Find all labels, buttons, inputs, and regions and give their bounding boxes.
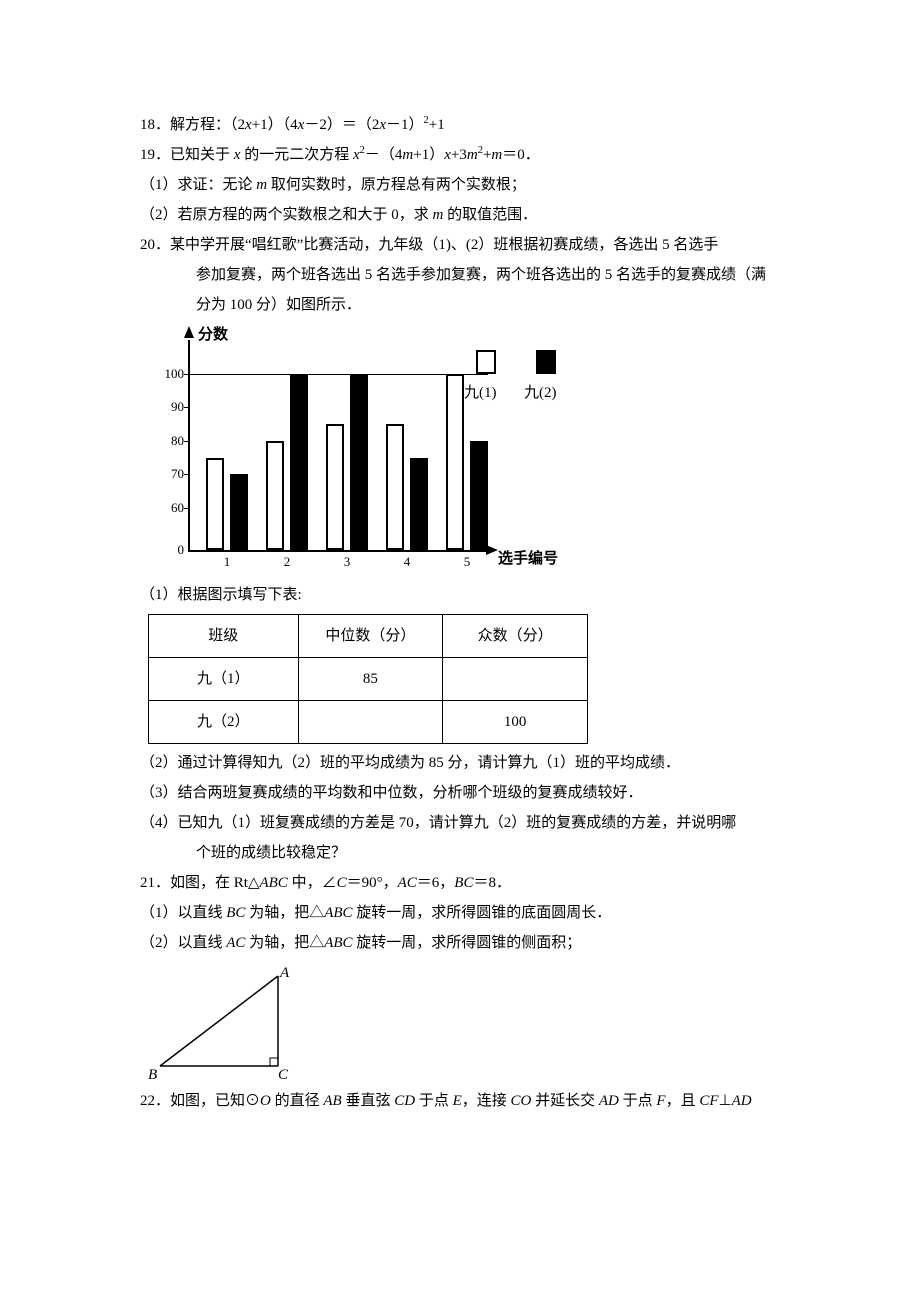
y-tick xyxy=(184,407,188,408)
question-22: 22．如图，已知⊙O 的直径 AB 垂直弦 CD 于点 E，连接 CO 并延长交… xyxy=(140,1086,780,1116)
q22-number: 22． xyxy=(140,1093,170,1109)
y-tick-label: 0 xyxy=(148,543,184,556)
question-18: 18．解方程：（2x+1）（4x－2）＝（2x－1）2+1 xyxy=(140,110,780,140)
y-tick xyxy=(184,441,188,442)
y-gridline xyxy=(188,374,488,375)
q18-number: 18． xyxy=(140,117,170,133)
q20-cont1: 参加复赛，两个班各选出 5 名选手参加复赛，两个班各选出的 5 名选手的复赛成绩… xyxy=(140,260,780,290)
q20-part1: （1）根据图示填写下表: xyxy=(140,580,780,610)
q20-part4b: 个班的成绩比较稳定？ xyxy=(140,838,780,868)
legend-swatch-class2 xyxy=(536,350,556,374)
cell: 九（1） xyxy=(149,658,299,701)
table-row: 九（1） 85 xyxy=(149,658,588,701)
legend-label-class2: 九(2) xyxy=(524,378,557,408)
bar xyxy=(266,441,284,550)
cell xyxy=(298,701,443,744)
x-axis-title: 选手编号 xyxy=(498,544,558,574)
q19-part2: （2）若原方程的两个实数根之和大于 0，求 m 的取值范围． xyxy=(140,200,780,230)
col-median: 中位数（分） xyxy=(298,615,443,658)
y-tick-label: 70 xyxy=(148,467,184,480)
x-tick-label: 2 xyxy=(284,555,291,568)
y-tick-label: 60 xyxy=(148,501,184,514)
q21-number: 21． xyxy=(140,875,170,891)
y-tick xyxy=(184,508,188,509)
table-header-row: 班级 中位数（分） 众数（分） xyxy=(149,615,588,658)
vertex-a: A xyxy=(280,958,289,988)
y-tick xyxy=(184,474,188,475)
q19-part1: （1）求证：无论 m 取何实数时，原方程总有两个实数根； xyxy=(140,170,780,200)
question-19: 19．已知关于 x 的一元二次方程 x2－（4m+1）x+3m2+m＝0． xyxy=(140,140,780,170)
y-axis-arrow xyxy=(184,326,194,338)
cell: 100 xyxy=(443,701,588,744)
stats-table: 班级 中位数（分） 众数（分） 九（1） 85 九（2） 100 xyxy=(148,614,588,744)
q20-part2: （2）通过计算得知九（2）班的平均成绩为 85 分，请计算九（1）班的平均成绩． xyxy=(140,748,780,778)
cell: 85 xyxy=(298,658,443,701)
bar xyxy=(386,424,404,550)
bar-chart: 分数 选手编号 九(1) 九(2) 06070809010012345 xyxy=(148,320,598,580)
q21-part2: （2）以直线 AC 为轴，把△ABC 旋转一周，求所得圆锥的侧面积； xyxy=(140,928,780,958)
q20-part4a: （4）已知九（1）班复赛成绩的方差是 70，请计算九（2）班的复赛成绩的方差，并… xyxy=(140,808,780,838)
question-21: 21．如图，在 Rt△ABC 中，∠C＝90°，AC＝6，BC＝8． xyxy=(140,868,780,898)
cell xyxy=(443,658,588,701)
bar xyxy=(350,374,368,550)
col-class: 班级 xyxy=(149,615,299,658)
triangle-svg xyxy=(148,962,328,1082)
x-tick-label: 4 xyxy=(404,555,411,568)
vertex-c: C xyxy=(278,1060,288,1090)
bar xyxy=(470,441,488,550)
cell: 九（2） xyxy=(149,701,299,744)
table-row: 九（2） 100 xyxy=(149,701,588,744)
x-tick-label: 5 xyxy=(464,555,471,568)
vertex-b: B xyxy=(148,1060,157,1090)
y-tick-label: 80 xyxy=(148,434,184,447)
q20-part3: （3）结合两班复赛成绩的平均数和中位数，分析哪个班级的复赛成绩较好． xyxy=(140,778,780,808)
q19-number: 19． xyxy=(140,147,170,163)
y-tick-label: 90 xyxy=(148,400,184,413)
q20-number: 20． xyxy=(140,237,170,253)
y-tick-label: 100 xyxy=(148,367,184,380)
bar xyxy=(410,458,428,550)
exam-page: 18．解方程：（2x+1）（4x－2）＝（2x－1）2+1 19．已知关于 x … xyxy=(0,0,920,1196)
x-tick-label: 1 xyxy=(224,555,231,568)
x-tick-label: 3 xyxy=(344,555,351,568)
col-mode: 众数（分） xyxy=(443,615,588,658)
bar xyxy=(206,458,224,550)
question-20: 20．某中学开展“唱红歌”比赛活动，九年级（1)、(2）班根据初赛成绩，各选出 … xyxy=(140,230,780,260)
triangle-figure: A B C xyxy=(148,962,328,1082)
q21-part1: （1）以直线 BC 为轴，把△ABC 旋转一周，求所得圆锥的底面圆周长． xyxy=(140,898,780,928)
bar xyxy=(326,424,344,550)
bar xyxy=(230,474,248,550)
bar xyxy=(290,374,308,550)
bar xyxy=(446,374,464,550)
q20-cont2: 分为 100 分）如图所示． xyxy=(140,290,780,320)
